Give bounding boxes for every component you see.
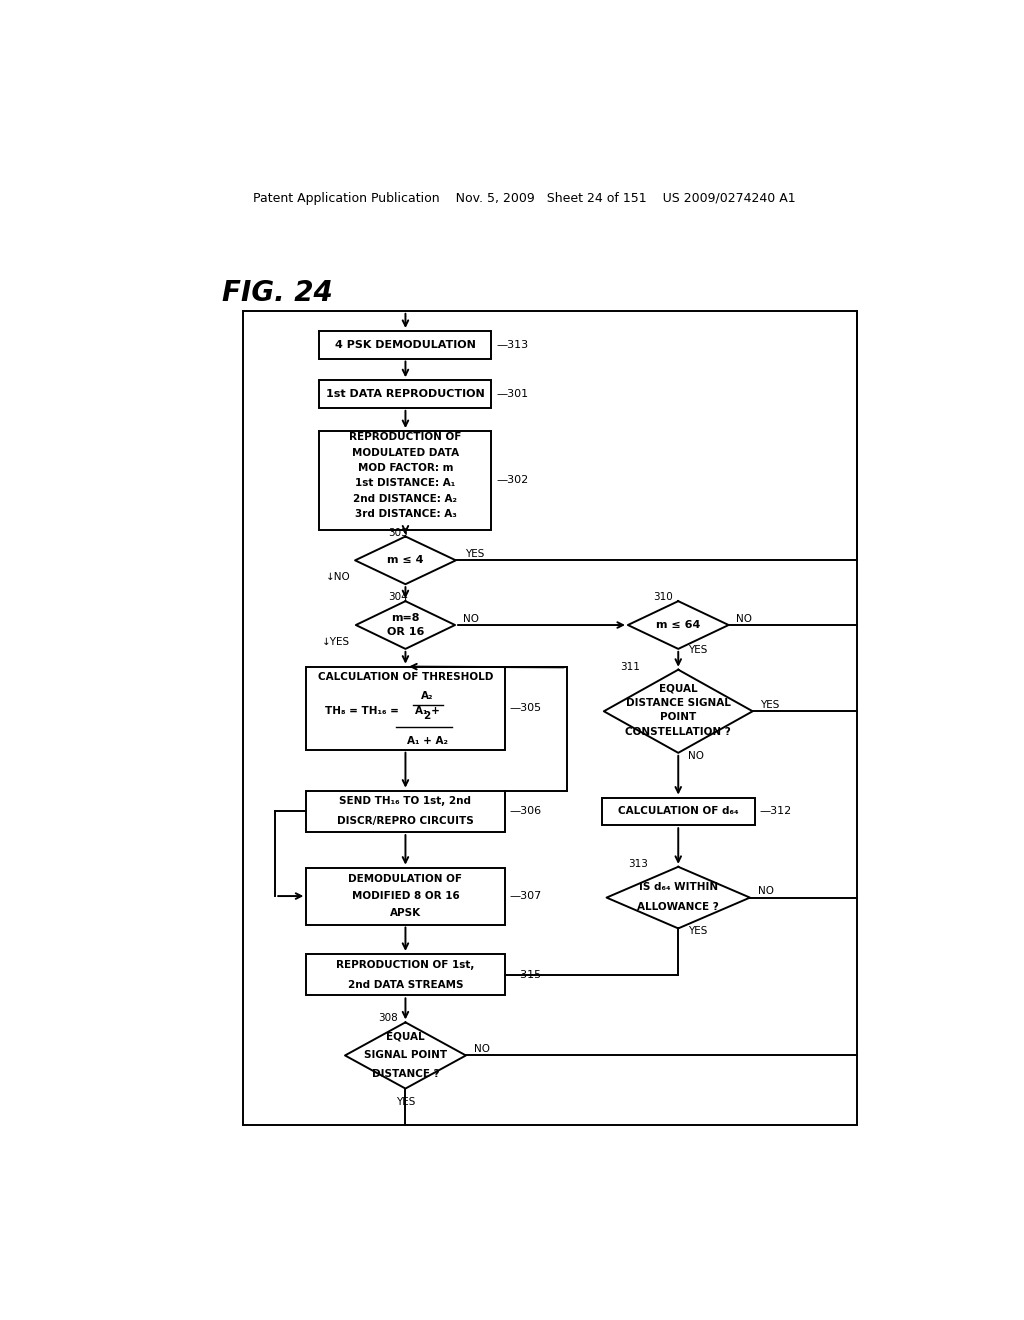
Text: NO: NO (736, 614, 753, 624)
Text: EQUAL: EQUAL (386, 1032, 425, 1041)
Text: YES: YES (687, 644, 707, 655)
Text: 313: 313 (628, 859, 648, 869)
Text: 2: 2 (424, 711, 431, 721)
Text: 1st DATA REPRODUCTION: 1st DATA REPRODUCTION (326, 389, 484, 399)
Text: ↓NO: ↓NO (326, 573, 350, 582)
Text: ↓YES: ↓YES (322, 638, 350, 647)
Text: 4 PSK DEMODULATION: 4 PSK DEMODULATION (335, 339, 476, 350)
FancyBboxPatch shape (319, 430, 492, 529)
Text: EQUAL: EQUAL (658, 684, 697, 693)
Text: 1st DISTANCE: A₁: 1st DISTANCE: A₁ (355, 478, 456, 488)
Text: —315: —315 (509, 970, 542, 979)
Text: CALCULATION OF d₆₄: CALCULATION OF d₆₄ (618, 807, 738, 816)
FancyBboxPatch shape (306, 867, 505, 924)
Text: 311: 311 (621, 661, 640, 672)
FancyBboxPatch shape (319, 331, 492, 359)
Text: DISCR/REPRO CIRCUITS: DISCR/REPRO CIRCUITS (337, 816, 474, 826)
Text: NO: NO (758, 887, 774, 896)
Text: APSK: APSK (390, 908, 421, 917)
Text: 2nd DATA STREAMS: 2nd DATA STREAMS (348, 979, 463, 990)
Text: —305: —305 (509, 704, 542, 713)
FancyBboxPatch shape (243, 312, 856, 1125)
Text: A₁ +: A₁ + (415, 706, 439, 717)
Text: ALLOWANCE ?: ALLOWANCE ? (637, 902, 719, 912)
Text: CALCULATION OF THRESHOLD: CALCULATION OF THRESHOLD (317, 672, 494, 682)
Text: TH₈ = TH₁₆ =: TH₈ = TH₁₆ = (325, 706, 399, 717)
Text: —313: —313 (496, 339, 528, 350)
FancyBboxPatch shape (306, 954, 505, 995)
Text: —306: —306 (509, 807, 542, 816)
Text: YES: YES (761, 700, 779, 710)
Text: IS d₆₄ WITHIN: IS d₆₄ WITHIN (639, 882, 718, 892)
Text: YES: YES (465, 549, 484, 560)
Text: 304: 304 (388, 593, 408, 602)
Text: DISTANCE SIGNAL: DISTANCE SIGNAL (626, 698, 731, 708)
Text: m=8: m=8 (391, 612, 420, 623)
Text: NO: NO (687, 751, 703, 760)
Text: Patent Application Publication    Nov. 5, 2009   Sheet 24 of 151    US 2009/0274: Patent Application Publication Nov. 5, 2… (254, 191, 796, 205)
Text: m ≤ 4: m ≤ 4 (387, 556, 424, 565)
Text: NO: NO (474, 1044, 489, 1055)
FancyBboxPatch shape (306, 791, 505, 832)
Text: MOD FACTOR: m: MOD FACTOR: m (357, 463, 454, 473)
Text: POINT: POINT (660, 713, 696, 722)
FancyBboxPatch shape (306, 667, 505, 750)
Text: 3rd DISTANCE: A₃: 3rd DISTANCE: A₃ (354, 510, 457, 519)
Text: YES: YES (395, 1097, 415, 1107)
Text: OR 16: OR 16 (387, 627, 424, 638)
Text: 303: 303 (388, 528, 408, 537)
Text: DEMODULATION OF: DEMODULATION OF (348, 874, 463, 884)
Text: —301: —301 (496, 389, 528, 399)
Text: REPRODUCTION OF: REPRODUCTION OF (349, 432, 462, 442)
Text: DISTANCE ?: DISTANCE ? (372, 1069, 439, 1078)
Text: m ≤ 64: m ≤ 64 (656, 620, 700, 630)
Text: NO: NO (463, 614, 479, 624)
Text: 310: 310 (653, 593, 673, 602)
Text: FIG. 24: FIG. 24 (222, 279, 333, 308)
FancyBboxPatch shape (601, 797, 755, 825)
Text: REPRODUCTION OF 1st,: REPRODUCTION OF 1st, (336, 960, 475, 970)
Text: CONSTELLATION ?: CONSTELLATION ? (626, 727, 731, 737)
Text: —302: —302 (496, 475, 528, 486)
Text: SEND TH₁₆ TO 1st, 2nd: SEND TH₁₆ TO 1st, 2nd (339, 796, 471, 807)
Text: A₁ + A₂: A₁ + A₂ (407, 735, 447, 746)
Text: MODIFIED 8 OR 16: MODIFIED 8 OR 16 (351, 891, 460, 902)
Text: SIGNAL POINT: SIGNAL POINT (364, 1051, 447, 1060)
Text: 2nd DISTANCE: A₂: 2nd DISTANCE: A₂ (353, 494, 458, 504)
Text: YES: YES (687, 927, 707, 936)
Text: —312: —312 (760, 807, 792, 816)
Text: 308: 308 (379, 1014, 398, 1023)
FancyBboxPatch shape (319, 380, 492, 408)
Text: MODULATED DATA: MODULATED DATA (352, 447, 459, 458)
Text: —307: —307 (509, 891, 542, 902)
Text: A₂: A₂ (421, 690, 433, 701)
